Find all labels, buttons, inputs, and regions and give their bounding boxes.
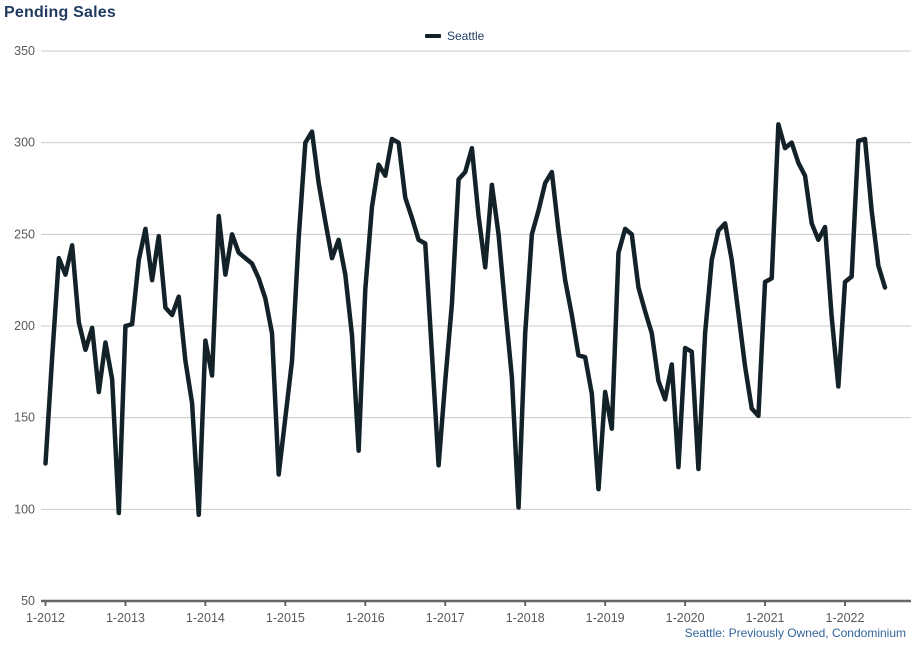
page-title: Pending Sales [4,4,116,21]
seattle-series-line [43,122,888,518]
seattle-line-swatch-icon [425,34,441,38]
x-tick-label: 1-2021 [746,611,785,625]
x-tick-label: 1-2017 [426,611,465,625]
x-tick-label: 1-2019 [586,611,625,625]
x-tick-label: 1-2012 [26,611,65,625]
x-tick-label: 1-2013 [106,611,145,625]
x-tick-label: 1-2020 [666,611,705,625]
chart-legend: Seattle [425,29,484,43]
footer-source-note: Seattle: Previously Owned, Condominium [684,626,906,640]
y-tick-label: 250 [14,227,35,241]
y-tick-label: 200 [14,319,35,333]
x-tick-label: 1-2016 [346,611,385,625]
x-tick-label: 1-2014 [186,611,225,625]
x-tick-label: 1-2018 [506,611,545,625]
y-tick-label: 100 [14,502,35,516]
x-tick-label: 1-2022 [826,611,865,625]
y-tick-label: 350 [14,44,35,58]
legend-series-label: Seattle [447,29,485,43]
y-tick-label: 150 [14,411,35,425]
y-tick-label: 50 [21,594,35,608]
y-tick-label: 300 [14,136,35,150]
x-tick-label: 1-2015 [266,611,305,625]
